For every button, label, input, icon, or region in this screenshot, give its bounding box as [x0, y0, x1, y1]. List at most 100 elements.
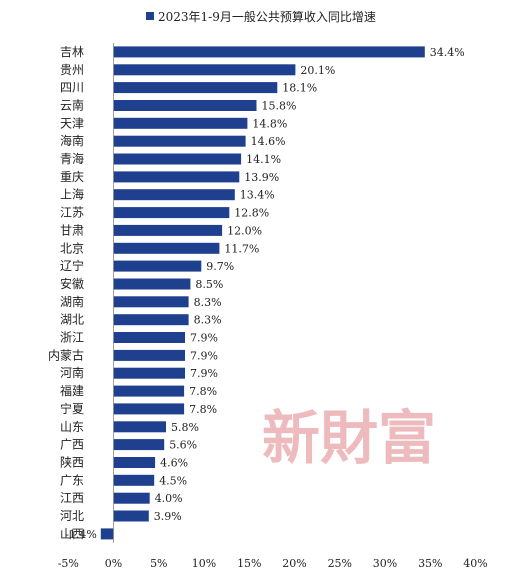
- bar: [113, 135, 246, 147]
- category-label: 青海: [60, 151, 84, 166]
- bar: [113, 82, 278, 94]
- category-label: 北京: [60, 241, 84, 255]
- bar: [113, 367, 185, 379]
- x-tick-label: 25%: [328, 557, 352, 570]
- value-label: 5.6%: [169, 439, 197, 452]
- category-label: 重庆: [60, 170, 84, 184]
- value-label: 34.4%: [430, 46, 465, 59]
- value-label: 8.3%: [194, 314, 222, 327]
- category-label: 上海: [60, 187, 84, 202]
- category-label: 甘肃: [60, 223, 84, 237]
- category-label: 湖南: [60, 294, 84, 309]
- legend-swatch: [146, 12, 154, 20]
- category-label: 吉林: [60, 45, 84, 59]
- bar: [113, 278, 191, 290]
- x-tick-label: 20%: [282, 557, 306, 570]
- value-label: 4.6%: [160, 457, 188, 470]
- value-label: 7.9%: [190, 367, 218, 380]
- bar: [113, 474, 155, 486]
- value-label: 5.8%: [171, 421, 199, 434]
- value-label: 13.9%: [244, 171, 279, 184]
- bar: [100, 528, 114, 540]
- category-label: 贵州: [60, 63, 84, 77]
- value-label: 12.8%: [234, 207, 269, 220]
- category-label: 内蒙古: [48, 347, 84, 362]
- value-label: 7.8%: [189, 403, 217, 416]
- category-label: 天津: [60, 116, 84, 130]
- value-label: 7.8%: [189, 385, 217, 398]
- category-label: 广东: [60, 473, 84, 487]
- value-label: 9.7%: [206, 260, 234, 273]
- bars-group: [100, 46, 425, 540]
- value-label: 11.7%: [224, 242, 259, 255]
- bar: [113, 171, 240, 183]
- x-tick-label: 10%: [192, 557, 216, 570]
- bar: [113, 224, 223, 236]
- legend: 2023年1-9月一般公共预算收入同比增速: [146, 9, 376, 24]
- category-label: 山西: [60, 527, 84, 541]
- category-label: 海南: [60, 133, 84, 148]
- legend-label: 2023年1-9月一般公共预算收入同比增速: [158, 9, 376, 24]
- x-tick-label: 35%: [418, 557, 442, 570]
- bar: [113, 439, 165, 451]
- category-label: 河南: [60, 365, 84, 380]
- value-label: 15.8%: [262, 100, 297, 113]
- bar: [113, 242, 220, 254]
- value-label: 7.9%: [190, 332, 218, 345]
- bar: [113, 349, 185, 361]
- value-label: 8.5%: [195, 278, 223, 291]
- bar: [113, 153, 242, 165]
- bar: [113, 100, 257, 111]
- bar: [113, 510, 149, 522]
- bar: [113, 492, 150, 504]
- x-tick-label: -5%: [58, 557, 79, 570]
- category-label: 福建: [60, 383, 84, 398]
- x-axis: -5% 0% 5% 10% 15% 20% 25% 30% 35% 40%: [58, 43, 488, 570]
- value-label: 8.3%: [194, 296, 222, 309]
- value-label: 14.8%: [252, 117, 287, 130]
- category-label: 江西: [60, 491, 84, 505]
- bar: [113, 207, 230, 219]
- value-label: 14.1%: [246, 153, 281, 166]
- bar: [113, 332, 185, 343]
- x-tick-label: 40%: [463, 557, 487, 570]
- x-tick-label: 5%: [150, 557, 167, 570]
- category-label: 广西: [60, 438, 84, 452]
- category-label: 辽宁: [60, 258, 84, 273]
- category-label: 山东: [60, 420, 84, 434]
- bar: [113, 457, 156, 468]
- category-label: 安徽: [60, 276, 84, 291]
- category-label: 云南: [60, 98, 84, 113]
- value-label: 13.4%: [240, 189, 275, 202]
- x-tick-label: 30%: [373, 557, 397, 570]
- value-label: -1.4%: [65, 528, 97, 541]
- category-labels: 吉林贵州四川云南天津海南青海重庆上海江苏甘肃北京辽宁安徽湖南湖北浙江内蒙古河南福…: [48, 45, 84, 541]
- value-labels: 34.4% 20.1% 18.1% 15.8% 14.8% 14.6% 14.1% 13.9%…: [65, 46, 465, 541]
- category-label: 江苏: [60, 206, 84, 220]
- bar: [113, 296, 189, 308]
- value-label: 18.1%: [282, 82, 317, 95]
- watermark-logo: 新財富: [262, 404, 436, 472]
- value-label: 12.0%: [227, 224, 262, 237]
- value-label: 20.1%: [300, 64, 335, 77]
- category-label: 宁夏: [60, 401, 84, 416]
- value-label: 14.6%: [251, 135, 286, 148]
- category-label: 湖北: [60, 312, 84, 327]
- bar: [113, 314, 189, 326]
- x-tick-label: 15%: [237, 557, 261, 570]
- bar: [113, 403, 185, 415]
- category-label: 四川: [60, 81, 84, 95]
- x-tick-label: 0%: [105, 557, 122, 570]
- value-label: 7.9%: [190, 349, 218, 362]
- bar: [113, 385, 185, 397]
- value-label: 4.0%: [155, 492, 183, 505]
- value-label: 4.5%: [159, 474, 187, 487]
- bar: [113, 189, 235, 201]
- bar: [113, 260, 202, 272]
- category-label: 河北: [60, 509, 84, 523]
- category-label: 陕西: [60, 455, 84, 470]
- category-label: 浙江: [60, 331, 84, 345]
- bar: [113, 421, 166, 433]
- value-label: 3.9%: [154, 510, 182, 523]
- bar: [113, 46, 425, 58]
